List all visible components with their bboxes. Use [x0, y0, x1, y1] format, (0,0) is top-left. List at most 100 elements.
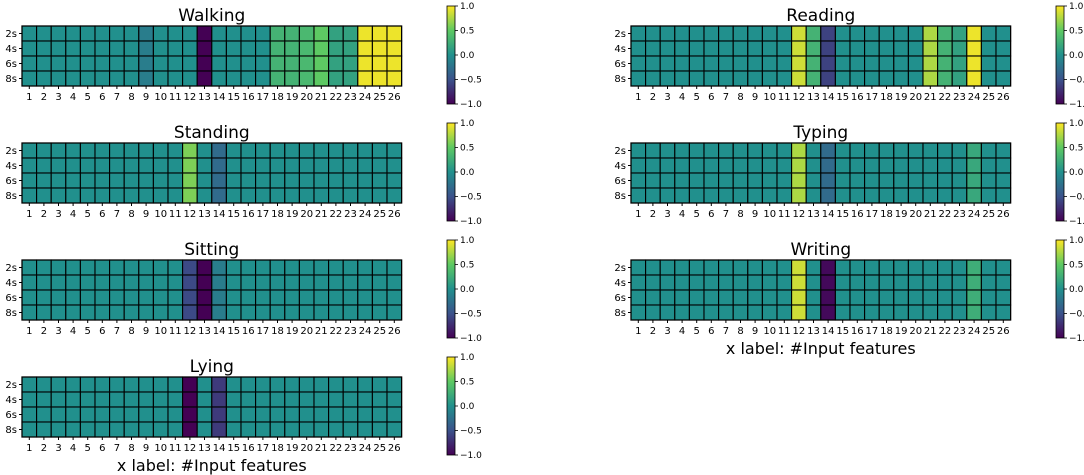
heatmap-cell: [123, 289, 140, 306]
heatmap-cell: [805, 274, 822, 291]
heatmap-cell: [255, 274, 271, 291]
heatmap-cell: [342, 172, 359, 189]
heatmap-cell: [645, 142, 661, 159]
heatmap-cell: [342, 70, 359, 87]
x-tick-label: 26: [997, 92, 1010, 103]
heatmap-cell: [298, 304, 315, 321]
heatmap-cell: [718, 172, 734, 189]
heatmap-cell: [688, 187, 705, 204]
heatmap-cell: [182, 289, 198, 306]
heatmap-cell: [864, 70, 880, 87]
heatmap-cell: [196, 70, 213, 87]
heatmap-cell: [79, 289, 96, 306]
heatmap-cell: [36, 406, 52, 423]
heatmap-cell: [357, 40, 373, 57]
heatmap-cell: [703, 55, 720, 72]
heatmap-cell: [659, 157, 676, 174]
heatmap-cell: [196, 142, 213, 159]
heatmap-cell: [371, 376, 388, 393]
heatmap-cell: [864, 25, 880, 42]
heatmap-title: Lying: [190, 357, 234, 377]
heatmap-cell: [849, 25, 866, 42]
heatmap-cell: [776, 25, 793, 42]
heatmap-cell: [937, 172, 953, 189]
heatmap-cell: [645, 259, 661, 276]
colorbar-tick-label: −0.5: [1069, 310, 1084, 320]
colorbar-tick-label: −1.0: [1069, 334, 1084, 344]
heatmap-cell: [225, 40, 242, 57]
heatmap-cell: [922, 55, 939, 72]
x-tick-label: 21: [315, 209, 328, 220]
heatmap-cell: [342, 376, 359, 393]
heatmap-cell: [138, 142, 154, 159]
heatmap-cell: [849, 172, 866, 189]
heatmap-cell: [371, 172, 388, 189]
heatmap-cell: [138, 421, 154, 438]
heatmap-cell: [659, 274, 676, 291]
x-tick-label: 12: [184, 443, 197, 454]
heatmap-cell: [182, 187, 198, 204]
heatmap-cell: [211, 274, 227, 291]
heatmap-cell: [878, 289, 895, 306]
heatmap-cell: [313, 259, 330, 276]
heatmap-cell: [718, 289, 734, 306]
heatmap-cell: [776, 55, 793, 72]
colorbar-tick-label: −1.0: [1069, 217, 1084, 227]
x-tick-label: 21: [924, 326, 937, 337]
heatmap-cell: [94, 376, 111, 393]
heatmap-cell: [791, 187, 807, 204]
x-tick-label: 9: [752, 209, 758, 220]
x-tick-label: 4: [70, 92, 76, 103]
heatmap-cell: [269, 376, 286, 393]
x-tick-label: 7: [114, 443, 120, 454]
heatmap-cell: [630, 304, 647, 321]
heatmap-cell: [820, 70, 836, 87]
heatmap-cell: [937, 289, 953, 306]
heatmap-cell: [123, 259, 140, 276]
heatmap-cell: [138, 40, 154, 57]
heatmap-cell: [65, 274, 81, 291]
heatmap-cell: [980, 304, 997, 321]
heatmap-cell: [79, 421, 96, 438]
heatmap-cell: [645, 25, 661, 42]
heatmap-cell: [298, 421, 315, 438]
heatmap-cell: [225, 304, 242, 321]
heatmap-cell: [659, 70, 676, 87]
x-tick-label: 22: [330, 443, 343, 454]
heatmap-cell: [357, 187, 373, 204]
colorbar-tick-label: 1.0: [460, 119, 475, 129]
heatmap-cell: [65, 289, 81, 306]
heatmap-cell: [688, 142, 705, 159]
heatmap-cell: [79, 172, 96, 189]
colorbar-tick-label: 0.5: [1069, 261, 1083, 271]
heatmap-cell: [182, 376, 198, 393]
heatmap-cell: [995, 40, 1012, 57]
heatmap-cell: [298, 376, 315, 393]
x-tick-label: 13: [807, 92, 820, 103]
x-tick-label: 15: [836, 209, 849, 220]
heatmap-cell: [123, 70, 140, 87]
heatmap-cell: [138, 25, 154, 42]
x-tick-label: 25: [373, 326, 386, 337]
x-tick-label: 21: [315, 443, 328, 454]
heatmap-cell: [951, 157, 968, 174]
heatmap-cell: [907, 172, 924, 189]
heatmap-cell: [313, 406, 330, 423]
heatmap-cell: [138, 55, 154, 72]
heatmap-cell: [65, 55, 81, 72]
heatmap-cell: [907, 55, 924, 72]
x-tick-label: 23: [953, 92, 966, 103]
heatmap-cell: [645, 187, 661, 204]
heatmap-cell: [834, 172, 851, 189]
colorbar-tick-label: 0.5: [1069, 27, 1083, 37]
heatmap-cell: [995, 172, 1012, 189]
heatmap-cell: [94, 172, 111, 189]
x-tick-label: 18: [880, 326, 893, 337]
heatmap-cell: [386, 70, 403, 87]
heatmap-cell: [805, 304, 822, 321]
heatmap-cell: [328, 304, 344, 321]
heatmap-cell: [980, 274, 997, 291]
heatmap-cell: [342, 304, 359, 321]
heatmap-cell: [907, 274, 924, 291]
